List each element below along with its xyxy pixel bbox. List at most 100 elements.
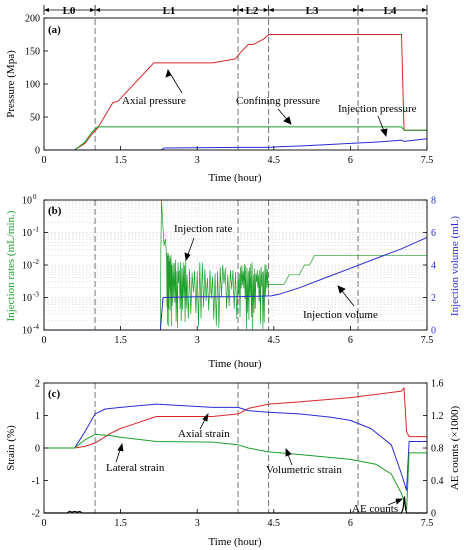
annotation-axial-strain: Axial strain <box>178 428 230 440</box>
y-tick-label: 150 <box>25 47 40 58</box>
panel-b-label: (b) <box>48 205 62 217</box>
panel-a-label: (a) <box>48 24 61 36</box>
y-tick-label: 0 <box>35 146 40 157</box>
annotation-arrows-a <box>165 69 388 137</box>
panel-b-xlabel: Time (hour) <box>208 358 261 370</box>
panel-a: 0 1.5 3 4.5 6 7.5 0 50 100 150 200 (a) Time (hour)… <box>5 10 433 184</box>
annotation-axial-pressure: Axial pressure <box>122 95 186 107</box>
phase-label-l1: L1 <box>163 5 176 17</box>
series-line-injection-pressure <box>44 138 428 151</box>
y-tick-exponent: -3 <box>33 291 39 299</box>
series-line-volumetric-strain <box>44 403 427 491</box>
panel-c-label: (c) <box>48 388 61 400</box>
phase-label-l4: L4 <box>384 5 397 17</box>
phase-arrowhead <box>422 8 427 12</box>
panel-c-y2label: AE counts (×1000) <box>449 405 461 490</box>
series-line-injection-rate <box>160 199 427 331</box>
annotation-arrows-b <box>184 237 355 307</box>
x-tick-label: 1.5 <box>114 155 127 166</box>
annotation-confining-pressure: Confining pressure <box>236 95 320 107</box>
panel-a-ylabel: Pressure (Mpa) <box>5 50 17 118</box>
phase-arrowhead <box>263 8 269 12</box>
phase-arrowhead <box>268 8 274 12</box>
annotation-volumetric-strain: Volumetric strain <box>266 464 342 476</box>
x-tick-label: 0 <box>42 155 47 166</box>
panel-b-ylabel: Injection rates (mL/min.) <box>5 210 17 321</box>
panel-c-xlabel: Time (hour) <box>208 536 261 548</box>
x-tick-label: 6 <box>348 335 353 346</box>
y2-tick-label: 0.8 <box>431 444 444 455</box>
x-tick-label: 4.5 <box>268 518 281 529</box>
phase-label-l0: L0 <box>63 5 76 17</box>
series-line-ae-counts <box>44 496 427 514</box>
x-tick-label: 0 <box>42 518 47 529</box>
y-tick-label: 10 <box>22 228 32 239</box>
y2-tick-label: 1.2 <box>431 411 444 422</box>
y2-tick-label: 6 <box>431 228 436 239</box>
y-tick-exponent: -1 <box>33 226 39 234</box>
y-tick-label: 0 <box>35 444 40 455</box>
x-tick-label: 1.5 <box>114 335 127 346</box>
annotation-ae-counts: AE counts <box>352 503 398 515</box>
panel-c: 0 1.5 3 4.5 6 7.5 -2 -1 0 1 2 0 0.4 0.8 1.2 1.6 (c) Tim… <box>5 379 461 549</box>
phase-arrowhead <box>90 8 96 12</box>
series-line-confining-pressure <box>44 126 427 151</box>
y-tick-label: -2 <box>32 509 40 520</box>
series-line-injection-volume <box>44 236 428 331</box>
x-tick-label: 7.5 <box>421 518 434 529</box>
x-tick-label: 0 <box>42 335 47 346</box>
x-tick-label: 6 <box>348 518 353 529</box>
y-tick-label: -1 <box>32 476 40 487</box>
y2-tick-label: 2 <box>431 293 436 304</box>
phase-arrowhead <box>44 8 49 12</box>
x-tick-label: 7.5 <box>421 155 434 166</box>
x-tick-label: 1.5 <box>114 518 127 529</box>
series-line-axial-strain <box>44 387 427 449</box>
phase-arrowhead <box>233 8 239 12</box>
x-tick-label: 7.5 <box>421 335 434 346</box>
y-tick-label: 10 <box>22 196 32 207</box>
y2-tick-label: 8 <box>431 196 436 207</box>
x-tick-label: 4.5 <box>268 155 281 166</box>
y2-tick-label: 4 <box>431 261 436 272</box>
phase-label-l3: L3 <box>306 5 319 17</box>
panel-a-xlabel: Time (hour) <box>208 172 261 184</box>
phase-arrowhead <box>95 8 101 12</box>
y2-tick-label: 0 <box>431 326 436 337</box>
y2-tick-label: 0 <box>431 509 436 520</box>
y-tick-exponent: -4 <box>33 323 39 331</box>
y-tick-label: 10 <box>22 326 32 337</box>
y-tick-label: 100 <box>25 80 40 91</box>
y-tick-label: 1 <box>35 411 40 422</box>
y2-tick-label: 0.4 <box>431 476 444 487</box>
phase-arrowhead <box>358 8 364 12</box>
series-line-axial-pressure <box>44 34 427 151</box>
y-tick-label: 10 <box>22 261 32 272</box>
x-tick-label: 3 <box>195 518 200 529</box>
x-tick-label: 3 <box>195 335 200 346</box>
y-tick-label: 10 <box>22 293 32 304</box>
phase-band: L0 L1 L2 L3 L4 <box>43 5 428 17</box>
phase-label-l2: L2 <box>246 5 259 17</box>
y-tick-label: 2 <box>35 379 40 390</box>
x-tick-label: 6 <box>348 155 353 166</box>
y-tick-exponent: 0 <box>33 193 37 201</box>
annotation-injection-pressure: Injection pressure <box>338 103 417 115</box>
annotation-arrows-c <box>115 412 403 506</box>
phase-arrowhead <box>353 8 359 12</box>
panel-c-ylabel: Strain (%) <box>5 425 17 471</box>
annotation-lateral-strain: Lateral strain <box>106 462 165 474</box>
x-tick-label: 4.5 <box>268 335 281 346</box>
x-tick-label: 3 <box>195 155 200 166</box>
series-line-lateral-strain <box>44 433 427 511</box>
y-tick-label: 50 <box>30 113 40 124</box>
y-tick-exponent: -2 <box>33 258 39 266</box>
phase-arrowhead <box>238 8 244 12</box>
panel-b-y2label: Injection volume (mL) <box>449 216 461 317</box>
annotation-injection-rate: Injection rate <box>174 223 232 235</box>
annotation-injection-volume: Injection volume <box>303 309 378 321</box>
y2-tick-label: 1.6 <box>431 379 444 390</box>
y-tick-label: 200 <box>25 14 40 25</box>
